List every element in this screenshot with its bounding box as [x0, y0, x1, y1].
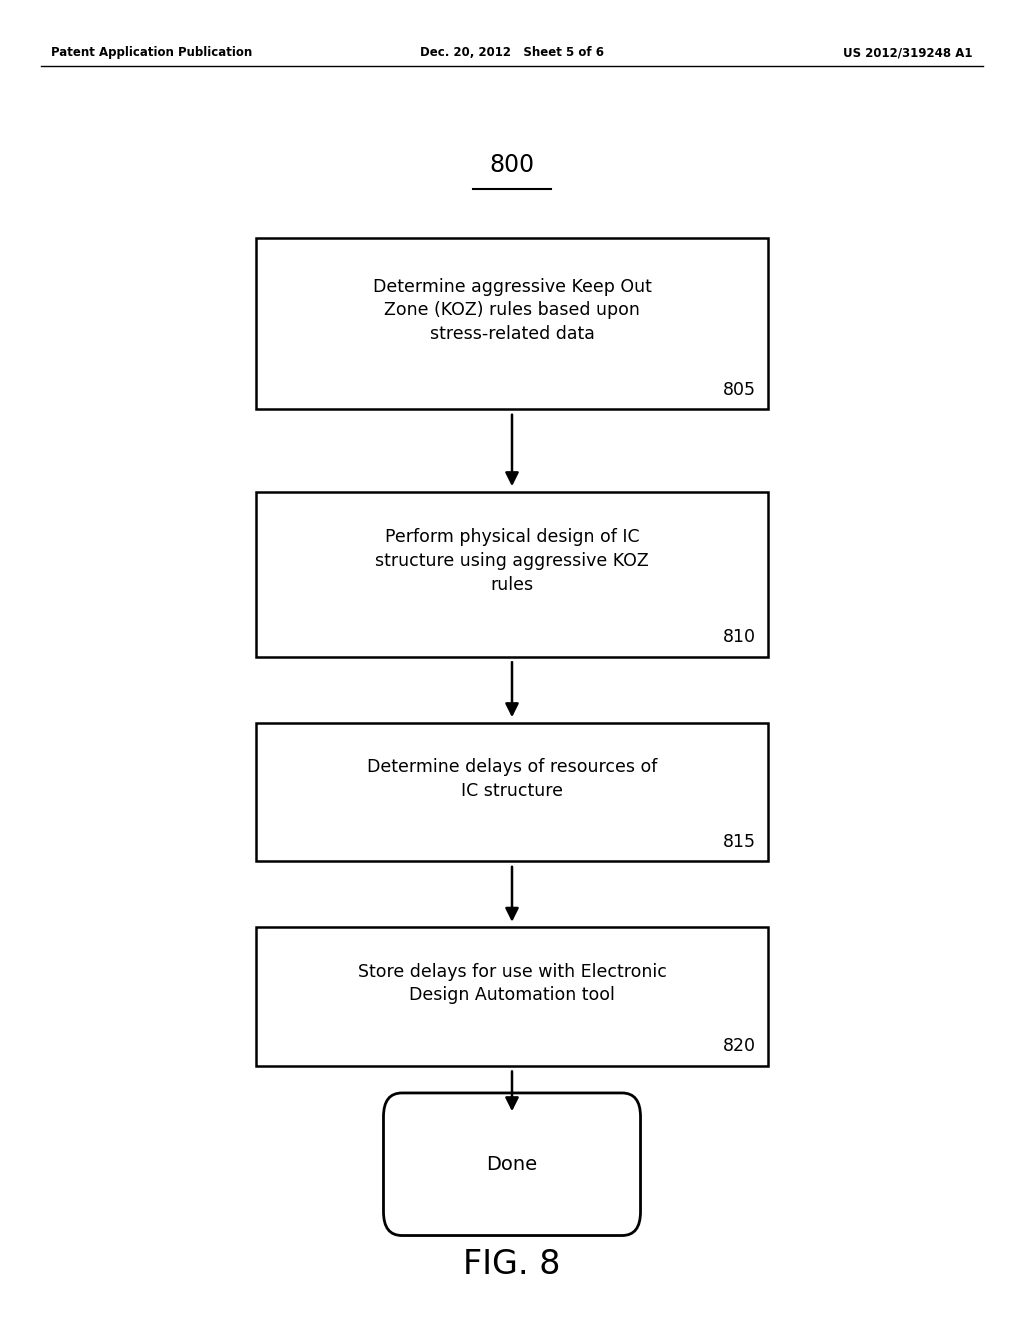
Text: Dec. 20, 2012   Sheet 5 of 6: Dec. 20, 2012 Sheet 5 of 6 — [420, 46, 604, 59]
Text: Perform physical design of IC
structure using aggressive KOZ
rules: Perform physical design of IC structure … — [375, 528, 649, 594]
Text: Store delays for use with Electronic
Design Automation tool: Store delays for use with Electronic Des… — [357, 962, 667, 1005]
FancyBboxPatch shape — [256, 492, 768, 657]
Text: 815: 815 — [723, 833, 756, 850]
FancyBboxPatch shape — [383, 1093, 641, 1236]
Text: Determine delays of resources of
IC structure: Determine delays of resources of IC stru… — [367, 758, 657, 800]
Text: Done: Done — [486, 1155, 538, 1173]
FancyBboxPatch shape — [256, 722, 768, 861]
FancyBboxPatch shape — [256, 927, 768, 1067]
Text: 820: 820 — [723, 1038, 756, 1056]
Text: US 2012/319248 A1: US 2012/319248 A1 — [844, 46, 973, 59]
FancyBboxPatch shape — [256, 238, 768, 409]
Text: FIG. 8: FIG. 8 — [463, 1249, 561, 1280]
Text: Patent Application Publication: Patent Application Publication — [51, 46, 253, 59]
Text: 800: 800 — [489, 153, 535, 177]
Text: Determine aggressive Keep Out
Zone (KOZ) rules based upon
stress-related data: Determine aggressive Keep Out Zone (KOZ)… — [373, 277, 651, 343]
Text: 810: 810 — [723, 628, 756, 647]
Text: 805: 805 — [723, 380, 756, 399]
